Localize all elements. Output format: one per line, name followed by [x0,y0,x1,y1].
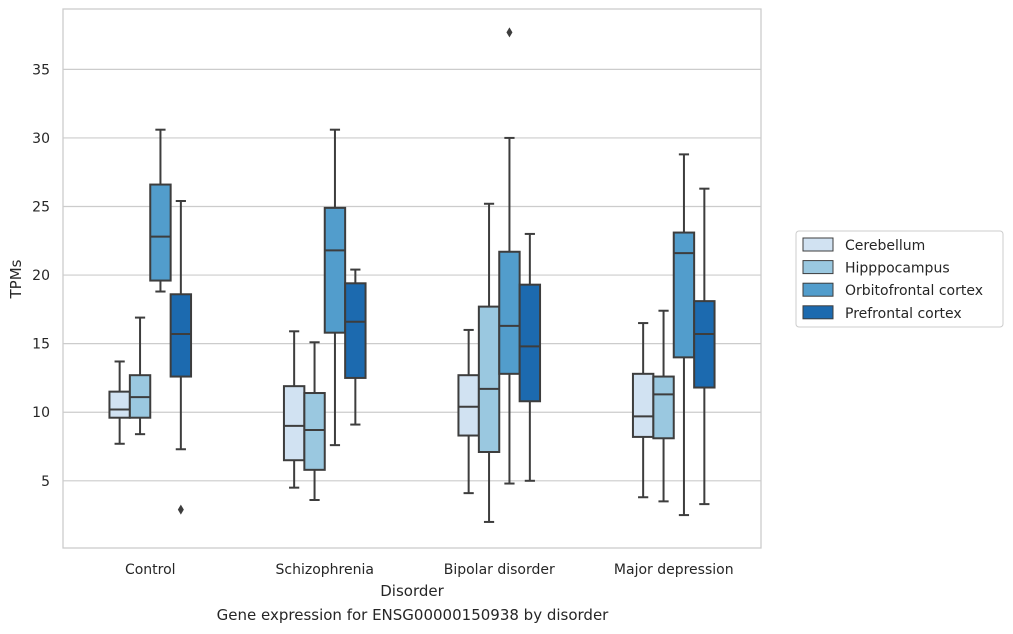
box-0-3 [169,200,193,515]
y-tick-labels: 5 10 15 20 25 30 35 [32,62,50,489]
box-body [323,206,347,334]
legend-swatch [802,237,834,252]
outlier-point [506,27,513,38]
legend: Cerebellum Hipppocampus Orbitofrontal cort… [795,230,1004,328]
legend-label: Hipppocampus [845,261,950,277]
y-tick-label: 10 [32,405,50,421]
box-body [108,390,131,419]
box-3-1 [652,309,675,503]
box-body [672,231,696,359]
legend-frame [795,230,1004,328]
box-3-0 [631,322,655,499]
boxes [108,27,716,523]
outlier-point [177,504,184,515]
box-1-3 [344,268,367,426]
box-body [303,392,326,471]
box-body [344,282,367,379]
box-body [631,372,655,438]
legend-swatch [802,282,834,297]
box-3-3 [693,187,716,506]
y-tick-label: 5 [41,474,50,490]
box-body [149,183,172,282]
legend-swatch [802,305,834,320]
x-tick-label: Bipolar disorder [444,562,555,578]
box-body [169,293,193,378]
legend-swatch [802,260,834,275]
x-tick-label: Major depression [614,562,734,578]
x-tick-labels: Control Schizophrenia Bipolar disorder Majo… [125,562,734,578]
box-2-1 [477,202,501,523]
box-2-0 [457,328,480,495]
box-2-2 [498,27,521,485]
legend-label: Prefrontal cortex [845,306,962,322]
x-tick-label: Schizophrenia [276,562,374,578]
x-axis-label: Disorder [380,582,444,600]
box-2-3 [518,232,542,482]
box-1-2 [323,128,347,447]
y-tick-label: 20 [32,268,50,284]
legend-label: Orbitofrontal cortex [845,283,983,299]
box-0-0 [108,360,131,445]
box-0-2 [149,128,172,293]
box-1-0 [282,330,306,489]
box-body [477,305,501,453]
legend-label: Cerebellum [845,238,925,254]
y-axis-label: TPMs [7,259,25,299]
box-body [518,283,542,403]
box-0-1 [128,316,152,436]
box-body [693,300,716,389]
y-tick-label: 25 [32,199,50,215]
x-tick-label: Control [125,562,176,578]
y-tick-label: 35 [32,62,50,78]
box-3-2 [672,153,696,517]
box-body [652,375,675,440]
box-body [457,374,480,437]
y-tick-label: 30 [32,131,50,147]
box-1-1 [303,341,326,501]
box-body [498,250,521,375]
box-body [282,385,306,462]
figure-caption: Gene expression for ENSG00000150938 by d… [216,606,609,624]
plot-frame [62,8,762,549]
y-tick-label: 15 [32,337,50,353]
